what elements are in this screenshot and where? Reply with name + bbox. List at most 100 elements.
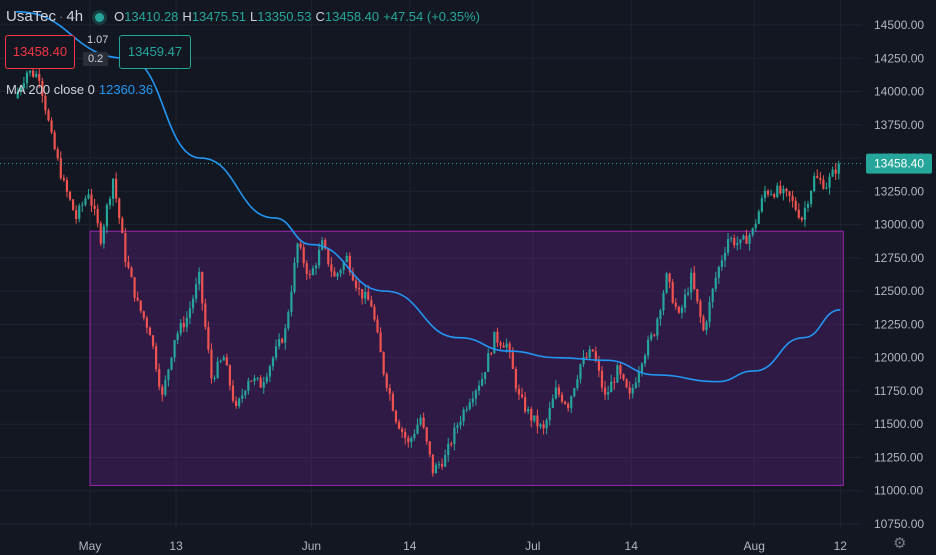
candle-body (167, 369, 170, 381)
candle-body (542, 424, 545, 429)
candle-body (317, 249, 321, 266)
candle-body (477, 385, 481, 391)
candle-body (474, 390, 478, 399)
candle-body (444, 455, 447, 467)
candle-body (41, 80, 44, 96)
chart-settings-icon[interactable]: ⚙ (893, 535, 907, 552)
candle-body (757, 211, 760, 224)
candle-body (480, 378, 484, 386)
low-value: 13350.53 (257, 9, 312, 24)
y-tick-label: 14500.00 (874, 18, 924, 32)
last-price-label: 13458.40 (874, 157, 924, 171)
candle-body (22, 83, 25, 88)
candle-body (505, 343, 508, 348)
candle-body (656, 318, 659, 336)
range-rectangle[interactable] (89, 230, 844, 486)
candle-body (53, 132, 56, 150)
candle-body (809, 191, 813, 204)
candle-body (259, 377, 262, 388)
candle-body (800, 217, 803, 220)
candle-body (188, 308, 192, 318)
open-value: 13410.28 (124, 9, 179, 24)
candle-body (321, 240, 324, 250)
lot-size-input[interactable]: 0.2 (83, 52, 109, 66)
candle-body (745, 235, 748, 244)
ma-200-line (16, 10, 841, 383)
candle-body (376, 319, 379, 333)
x-tick-label: 12 (834, 539, 848, 553)
symbol-name[interactable]: UsaTec (6, 8, 57, 25)
candle-body (702, 316, 705, 331)
candle-body (278, 339, 281, 347)
y-tick-label: 11750.00 (874, 384, 923, 398)
candle-body (19, 87, 22, 92)
buy-button[interactable]: 13459.47 (119, 35, 191, 69)
candle-body (333, 271, 336, 277)
candle-body (111, 178, 115, 199)
x-tick-label: Jun (302, 539, 321, 553)
candle-body (628, 387, 631, 394)
candle-body (50, 120, 53, 133)
candle-body (450, 443, 453, 445)
candle-body (514, 368, 517, 389)
candle-body (238, 398, 241, 407)
candle-body (785, 188, 788, 192)
interval-label[interactable]: 4h (66, 8, 84, 25)
x-tick-label: May (79, 539, 102, 553)
y-tick-label: 11250.00 (874, 450, 923, 464)
candle-body (130, 267, 133, 278)
candle-body (828, 176, 831, 188)
candle-body (825, 187, 828, 189)
candle-body (527, 408, 530, 412)
candle-body (671, 282, 674, 303)
candle-body (339, 270, 342, 274)
candle-body (90, 194, 93, 206)
candle-body (182, 322, 185, 328)
y-axis[interactable]: 14500.0014250.0014000.0013750.0013500.00… (874, 18, 924, 531)
candle-body (779, 185, 782, 194)
candle-body (517, 388, 521, 395)
candle-body (308, 274, 311, 276)
candle-body (754, 223, 757, 229)
candle-body (591, 349, 594, 352)
candle-body (730, 238, 733, 240)
candle-body (742, 235, 745, 240)
high-value: 13475.51 (191, 9, 247, 24)
candle-body (668, 273, 671, 283)
candle-body (68, 191, 72, 200)
candle-body (665, 273, 668, 293)
ma-legend[interactable]: MA 200 close 0 12360.36 (6, 82, 153, 97)
y-tick-label: 12750.00 (874, 251, 924, 265)
close-label: C (315, 9, 325, 24)
candle-body (28, 70, 32, 73)
candle-body (511, 352, 514, 369)
candle-body (471, 398, 474, 403)
symbol-legend: UsaTec · 4h O13410.28 H13475.51 L13350.53 C134… (6, 8, 484, 25)
candles (16, 65, 840, 477)
candle-body (428, 441, 431, 455)
x-axis[interactable]: May 13 Jun 14 Jul 14 Aug 12 (79, 539, 848, 553)
candle-body (385, 374, 388, 388)
candle-body (776, 185, 779, 198)
candle-body (739, 239, 742, 244)
candle-body (173, 340, 176, 358)
last-price-badge: 13458.40 (866, 153, 932, 174)
candle-body (770, 194, 773, 196)
candle-body (717, 267, 720, 278)
candle-body (367, 291, 370, 301)
candle-body (330, 264, 333, 272)
candle-body (354, 280, 358, 288)
candle-body (391, 393, 394, 411)
candle-body (81, 204, 84, 206)
candle-body (281, 339, 284, 343)
candle-body (766, 190, 770, 195)
last-price-badge-bg (866, 153, 932, 174)
candle-body (440, 464, 444, 467)
candle-body (447, 443, 450, 456)
sell-button[interactable]: 13458.40 (5, 35, 75, 69)
candle-body (708, 301, 711, 323)
candle-body (613, 381, 616, 383)
candle-body (311, 268, 315, 275)
